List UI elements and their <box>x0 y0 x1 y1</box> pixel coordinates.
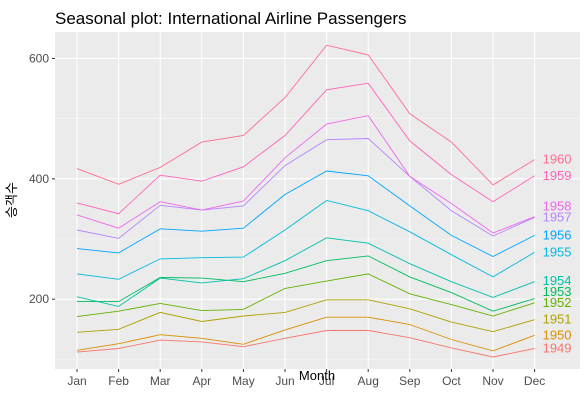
series-line-1950 <box>76 316 535 352</box>
series-label-1954: 1954 <box>543 273 572 288</box>
series-line-1952 <box>76 273 535 318</box>
y-tick-label: 200 <box>29 292 49 306</box>
series-line-1954 <box>76 237 535 307</box>
series-label-1952: 1952 <box>543 295 572 310</box>
y-tick-labels: 200 400 600 <box>29 51 55 306</box>
y-axis-title: 승객수 <box>4 182 19 218</box>
series-label-1960: 1960 <box>543 152 572 167</box>
chart-title: Seasonal plot: International Airline Pas… <box>55 9 407 28</box>
x-tick-label: Sep <box>399 374 421 388</box>
series-lines <box>76 44 535 358</box>
series-label-1958: 1958 <box>543 198 572 213</box>
series-label-1950: 1950 <box>543 327 572 342</box>
x-tick-label: Mar <box>150 374 171 388</box>
y-tick-label: 400 <box>29 172 49 186</box>
series-label-1951: 1951 <box>543 312 572 327</box>
plot-panel <box>55 32 580 369</box>
series-line-1953 <box>77 255 535 312</box>
x-tick-label: Jan <box>67 374 86 388</box>
series-line-1951 <box>76 299 535 333</box>
series-line-1960 <box>76 44 535 186</box>
series-label-1953: 1953 <box>543 284 572 299</box>
series-label-1957: 1957 <box>543 209 572 224</box>
series-label-1955: 1955 <box>543 244 572 259</box>
x-tick-label: Feb <box>108 374 129 388</box>
series-line-1955 <box>76 200 535 280</box>
series-line-1959 <box>76 82 535 215</box>
series-line-1957 <box>76 138 535 239</box>
series-line-1949 <box>76 330 535 358</box>
x-tick-label: Nov <box>482 374 503 388</box>
series-label-1959: 1959 <box>543 168 572 183</box>
series-label-1949: 1949 <box>543 341 572 356</box>
x-axis-title: Month <box>299 368 335 383</box>
series-label-1956: 1956 <box>543 227 572 242</box>
x-tick-label: Jun <box>275 374 294 388</box>
series-line-1958 <box>76 115 535 234</box>
series-line-1956 <box>76 170 535 258</box>
y-tick-label: 600 <box>29 51 49 65</box>
x-tick-label: May <box>232 374 255 388</box>
x-tick-label: Jul <box>319 374 334 388</box>
x-tick-label: Aug <box>358 374 379 388</box>
x-tick-label: Dec <box>524 374 545 388</box>
x-tick-label: Apr <box>192 374 211 388</box>
x-tick-labels: Jan Feb Mar Apr May Jun Jul Aug Sep Oct Nov Dec <box>67 369 545 388</box>
x-tick-label: Oct <box>442 374 461 388</box>
